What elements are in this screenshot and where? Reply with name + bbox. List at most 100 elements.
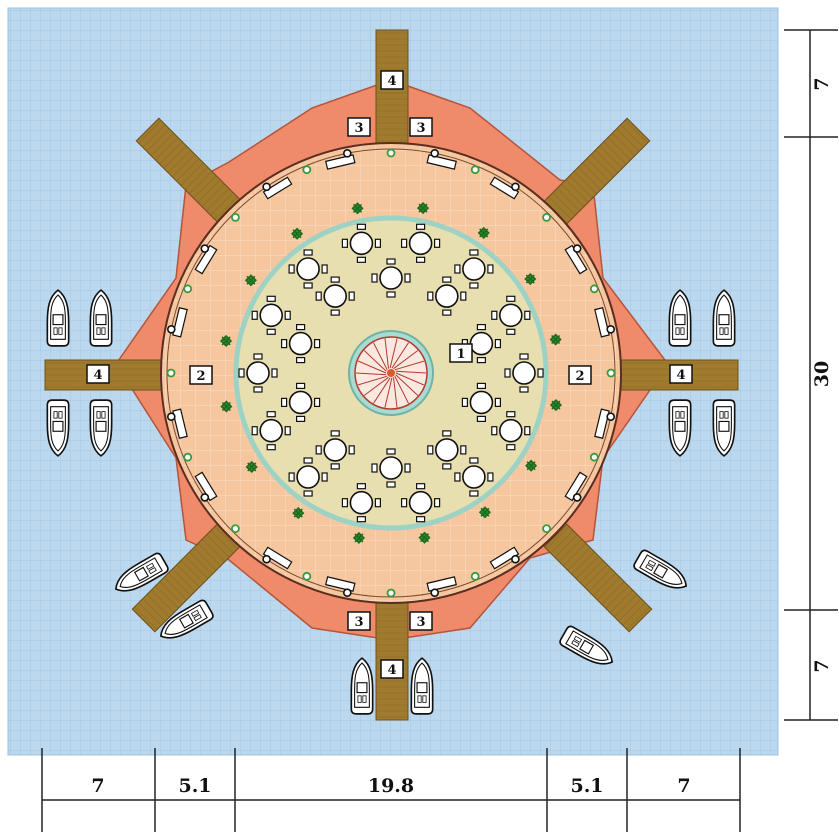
bench [325, 154, 356, 170]
bench [194, 471, 218, 502]
svg-text:1: 1 [456, 347, 465, 362]
moored-boat [668, 399, 692, 457]
stair-tread [393, 377, 398, 408]
dim-bottom-3: 19.8 [368, 775, 414, 797]
plant [352, 531, 366, 544]
lamp [302, 165, 312, 175]
post [572, 493, 582, 502]
gate-label-south-left: 3 [347, 611, 371, 631]
svg-text:2: 2 [575, 369, 584, 384]
plant [525, 459, 538, 472]
stair-tread [391, 342, 409, 369]
stair-tread [393, 350, 419, 370]
post [342, 149, 352, 158]
plant [220, 334, 233, 348]
zone-label-ring-left: 2 [189, 365, 213, 385]
lamp [183, 452, 193, 462]
post [511, 182, 520, 192]
lamp [470, 165, 480, 175]
zone-label-center: 1 [449, 343, 473, 363]
bench [426, 154, 457, 170]
lamp [386, 148, 396, 158]
bench [564, 244, 588, 275]
plant [549, 398, 562, 412]
stair-tread [355, 372, 387, 376]
pier-north [375, 29, 409, 161]
stair-tread [373, 342, 388, 371]
svg-text:4: 4 [387, 663, 396, 678]
moored-boat [712, 399, 736, 457]
gate-label-north-left: 3 [347, 117, 371, 137]
stair-tread [384, 377, 393, 408]
dim-right-bottom: 7 [811, 659, 833, 672]
svg-text:2: 2 [196, 369, 205, 384]
plant [549, 333, 562, 346]
lamp [166, 368, 176, 378]
moored-boat [46, 399, 70, 457]
spiral-stair [348, 330, 434, 416]
dimension-scale-right [784, 29, 838, 721]
lamp [230, 524, 240, 533]
plant [478, 506, 492, 519]
lamp [183, 284, 193, 294]
svg-text:3: 3 [416, 615, 425, 630]
bench [172, 307, 188, 338]
post [262, 554, 271, 564]
post [606, 412, 616, 422]
bench [594, 408, 610, 439]
lamp [542, 212, 551, 222]
post [167, 412, 176, 422]
stair-tread [373, 377, 391, 404]
bench [325, 576, 356, 592]
lamp [542, 524, 551, 533]
bench [426, 576, 457, 592]
bench [194, 244, 218, 275]
plant [290, 227, 304, 240]
moored-boat [712, 289, 736, 347]
plant [244, 274, 257, 287]
lamp [302, 571, 312, 581]
plant [416, 202, 430, 215]
post [167, 324, 176, 334]
moored-boat [46, 289, 70, 347]
dim-bottom-5: 7 [677, 775, 690, 797]
stair-tread [394, 375, 409, 404]
bench [172, 408, 188, 439]
bench [594, 307, 610, 338]
plant [220, 400, 233, 413]
lamp [589, 452, 599, 462]
moored-boat [668, 289, 692, 347]
svg-text:4: 4 [676, 368, 685, 383]
lamp [606, 368, 616, 378]
post [262, 182, 271, 192]
gate-label-south-right: 3 [409, 611, 433, 631]
dock-label-north: 4 [380, 70, 404, 90]
plant-group [220, 202, 562, 544]
bench [262, 176, 293, 200]
post [430, 149, 440, 158]
post [200, 493, 210, 502]
dock-label-east: 4 [669, 364, 693, 384]
dim-right-top: 7 [811, 77, 833, 90]
post-group [166, 148, 616, 598]
plant [292, 507, 305, 520]
svg-text:3: 3 [354, 121, 363, 136]
plant [477, 226, 490, 239]
svg-text:3: 3 [354, 615, 363, 630]
zone-label-ring-right: 2 [568, 365, 592, 385]
bench-group [172, 154, 610, 592]
plant [524, 272, 537, 286]
plant [351, 202, 364, 215]
dock-label-west: 4 [86, 364, 110, 384]
svg-text:3: 3 [416, 121, 425, 136]
svg-text:4: 4 [387, 74, 396, 89]
dim-bottom-4: 5.1 [570, 775, 603, 797]
moored-boat [89, 289, 113, 347]
lamp [589, 284, 599, 294]
bench [489, 176, 520, 200]
bench [262, 546, 293, 570]
lamp [230, 212, 240, 222]
bench [489, 546, 520, 570]
plant [418, 531, 431, 544]
